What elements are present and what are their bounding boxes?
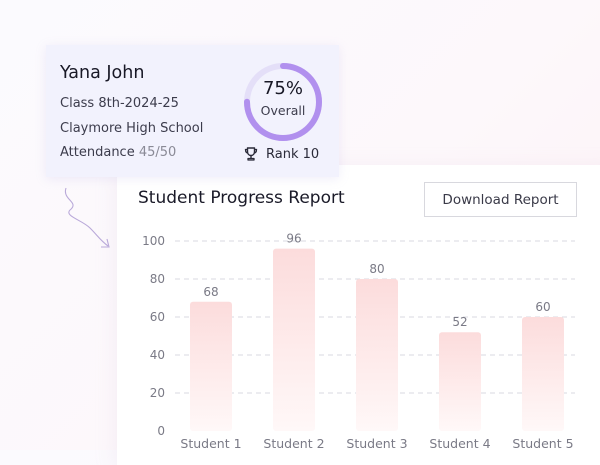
trophy-icon <box>243 146 259 162</box>
attendance-label: Attendance <box>60 145 135 160</box>
rank-badge: Rank 10 <box>243 146 319 162</box>
student-class: Class 8th-2024-25 <box>60 96 179 111</box>
overall-progress-ring: 75% Overall <box>243 62 323 142</box>
curly-arrow-icon <box>60 186 120 256</box>
student-school: Claymore High School <box>60 121 204 136</box>
overall-label: Overall <box>260 103 306 118</box>
student-summary-card: Yana John Class 8th-2024-25 Claymore Hig… <box>46 45 339 177</box>
overall-percent: 75% <box>262 78 303 99</box>
rank-text: Rank 10 <box>266 146 320 162</box>
student-name: Yana John <box>60 63 145 83</box>
report-title: Student Progress Report <box>138 188 345 208</box>
student-attendance: Attendance 45/50 <box>60 145 176 160</box>
attendance-value: 45/50 <box>138 145 177 160</box>
download-report-button[interactable]: Download Report <box>424 182 577 217</box>
